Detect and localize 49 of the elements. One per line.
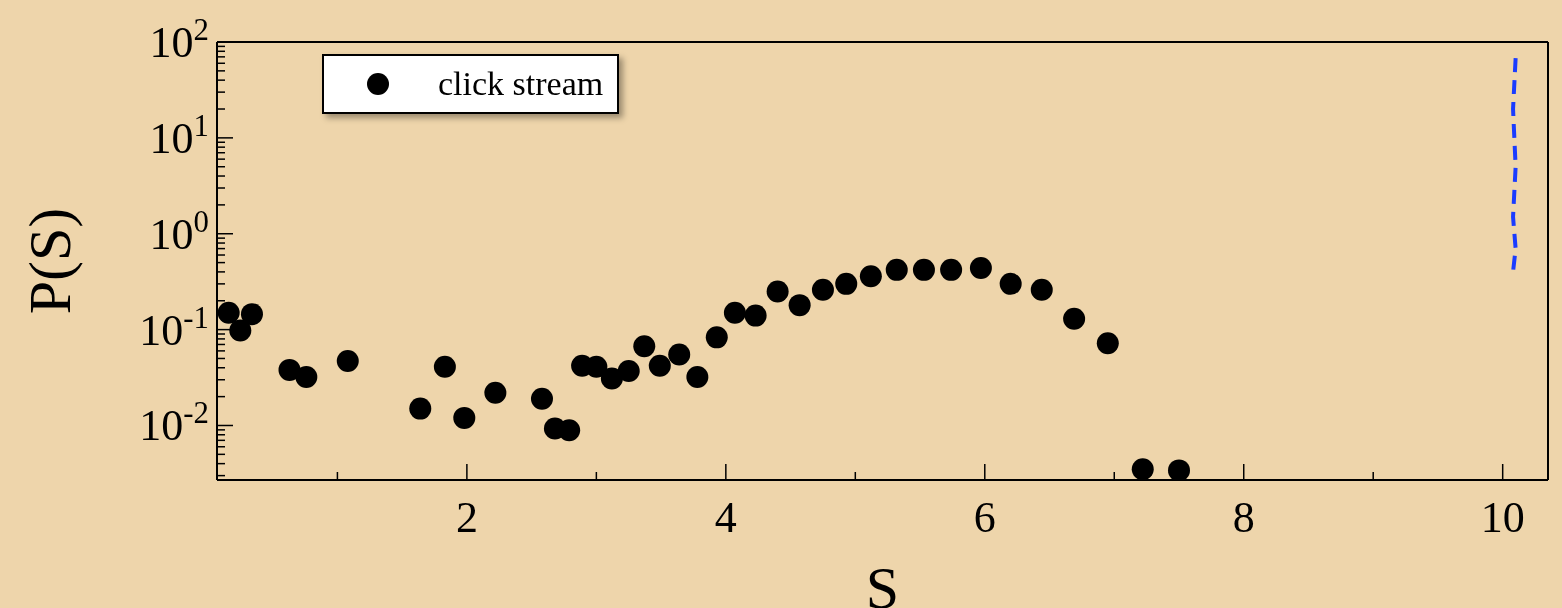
point: [336, 350, 359, 373]
point: [295, 366, 318, 389]
point: [744, 304, 767, 327]
point: [600, 367, 623, 390]
point: [859, 265, 882, 288]
point: [530, 387, 553, 410]
point: [835, 272, 858, 295]
point: [969, 256, 992, 279]
point: [617, 360, 640, 383]
point: [788, 294, 811, 317]
point: [558, 419, 581, 442]
point: [668, 343, 691, 366]
point: [484, 381, 507, 404]
point: [453, 406, 476, 429]
point: [1096, 332, 1119, 355]
point: [686, 366, 709, 389]
point: [433, 355, 456, 378]
point: [240, 303, 263, 326]
x-tick-label: 6: [973, 493, 996, 542]
point: [940, 258, 963, 281]
y-tick-label: 10$^{-2}$: [139, 396, 209, 451]
x-tick-label: 2: [455, 493, 478, 542]
point: [585, 355, 608, 378]
y-tick-label: 10$^{0}$: [149, 204, 209, 259]
point: [409, 397, 432, 420]
point: [885, 258, 908, 281]
x-axis-title: S: [865, 555, 900, 608]
point: [723, 301, 746, 324]
point: [766, 280, 789, 303]
point: [705, 326, 728, 349]
legend-label: click stream: [438, 65, 604, 103]
y-tick-label: 10$^{1}$: [149, 108, 209, 163]
point: [811, 278, 834, 301]
point: [648, 354, 671, 377]
point: [633, 335, 656, 358]
x-tick-label: 8: [1232, 493, 1255, 542]
point: [1168, 459, 1190, 480]
point: [1030, 278, 1053, 301]
point: [1131, 458, 1154, 480]
point: [912, 258, 935, 281]
x-tick-label: 4: [714, 493, 737, 542]
point: [229, 319, 252, 342]
point: [1063, 307, 1086, 330]
y-axis-title: P(S): [17, 207, 83, 315]
point: [217, 301, 240, 324]
x-tick-label: 10: [1480, 493, 1525, 542]
point: [999, 272, 1022, 295]
y-tick-label: 10$^{-1}$: [139, 300, 209, 355]
y-tick-label: 10$^{2}$: [149, 13, 209, 67]
